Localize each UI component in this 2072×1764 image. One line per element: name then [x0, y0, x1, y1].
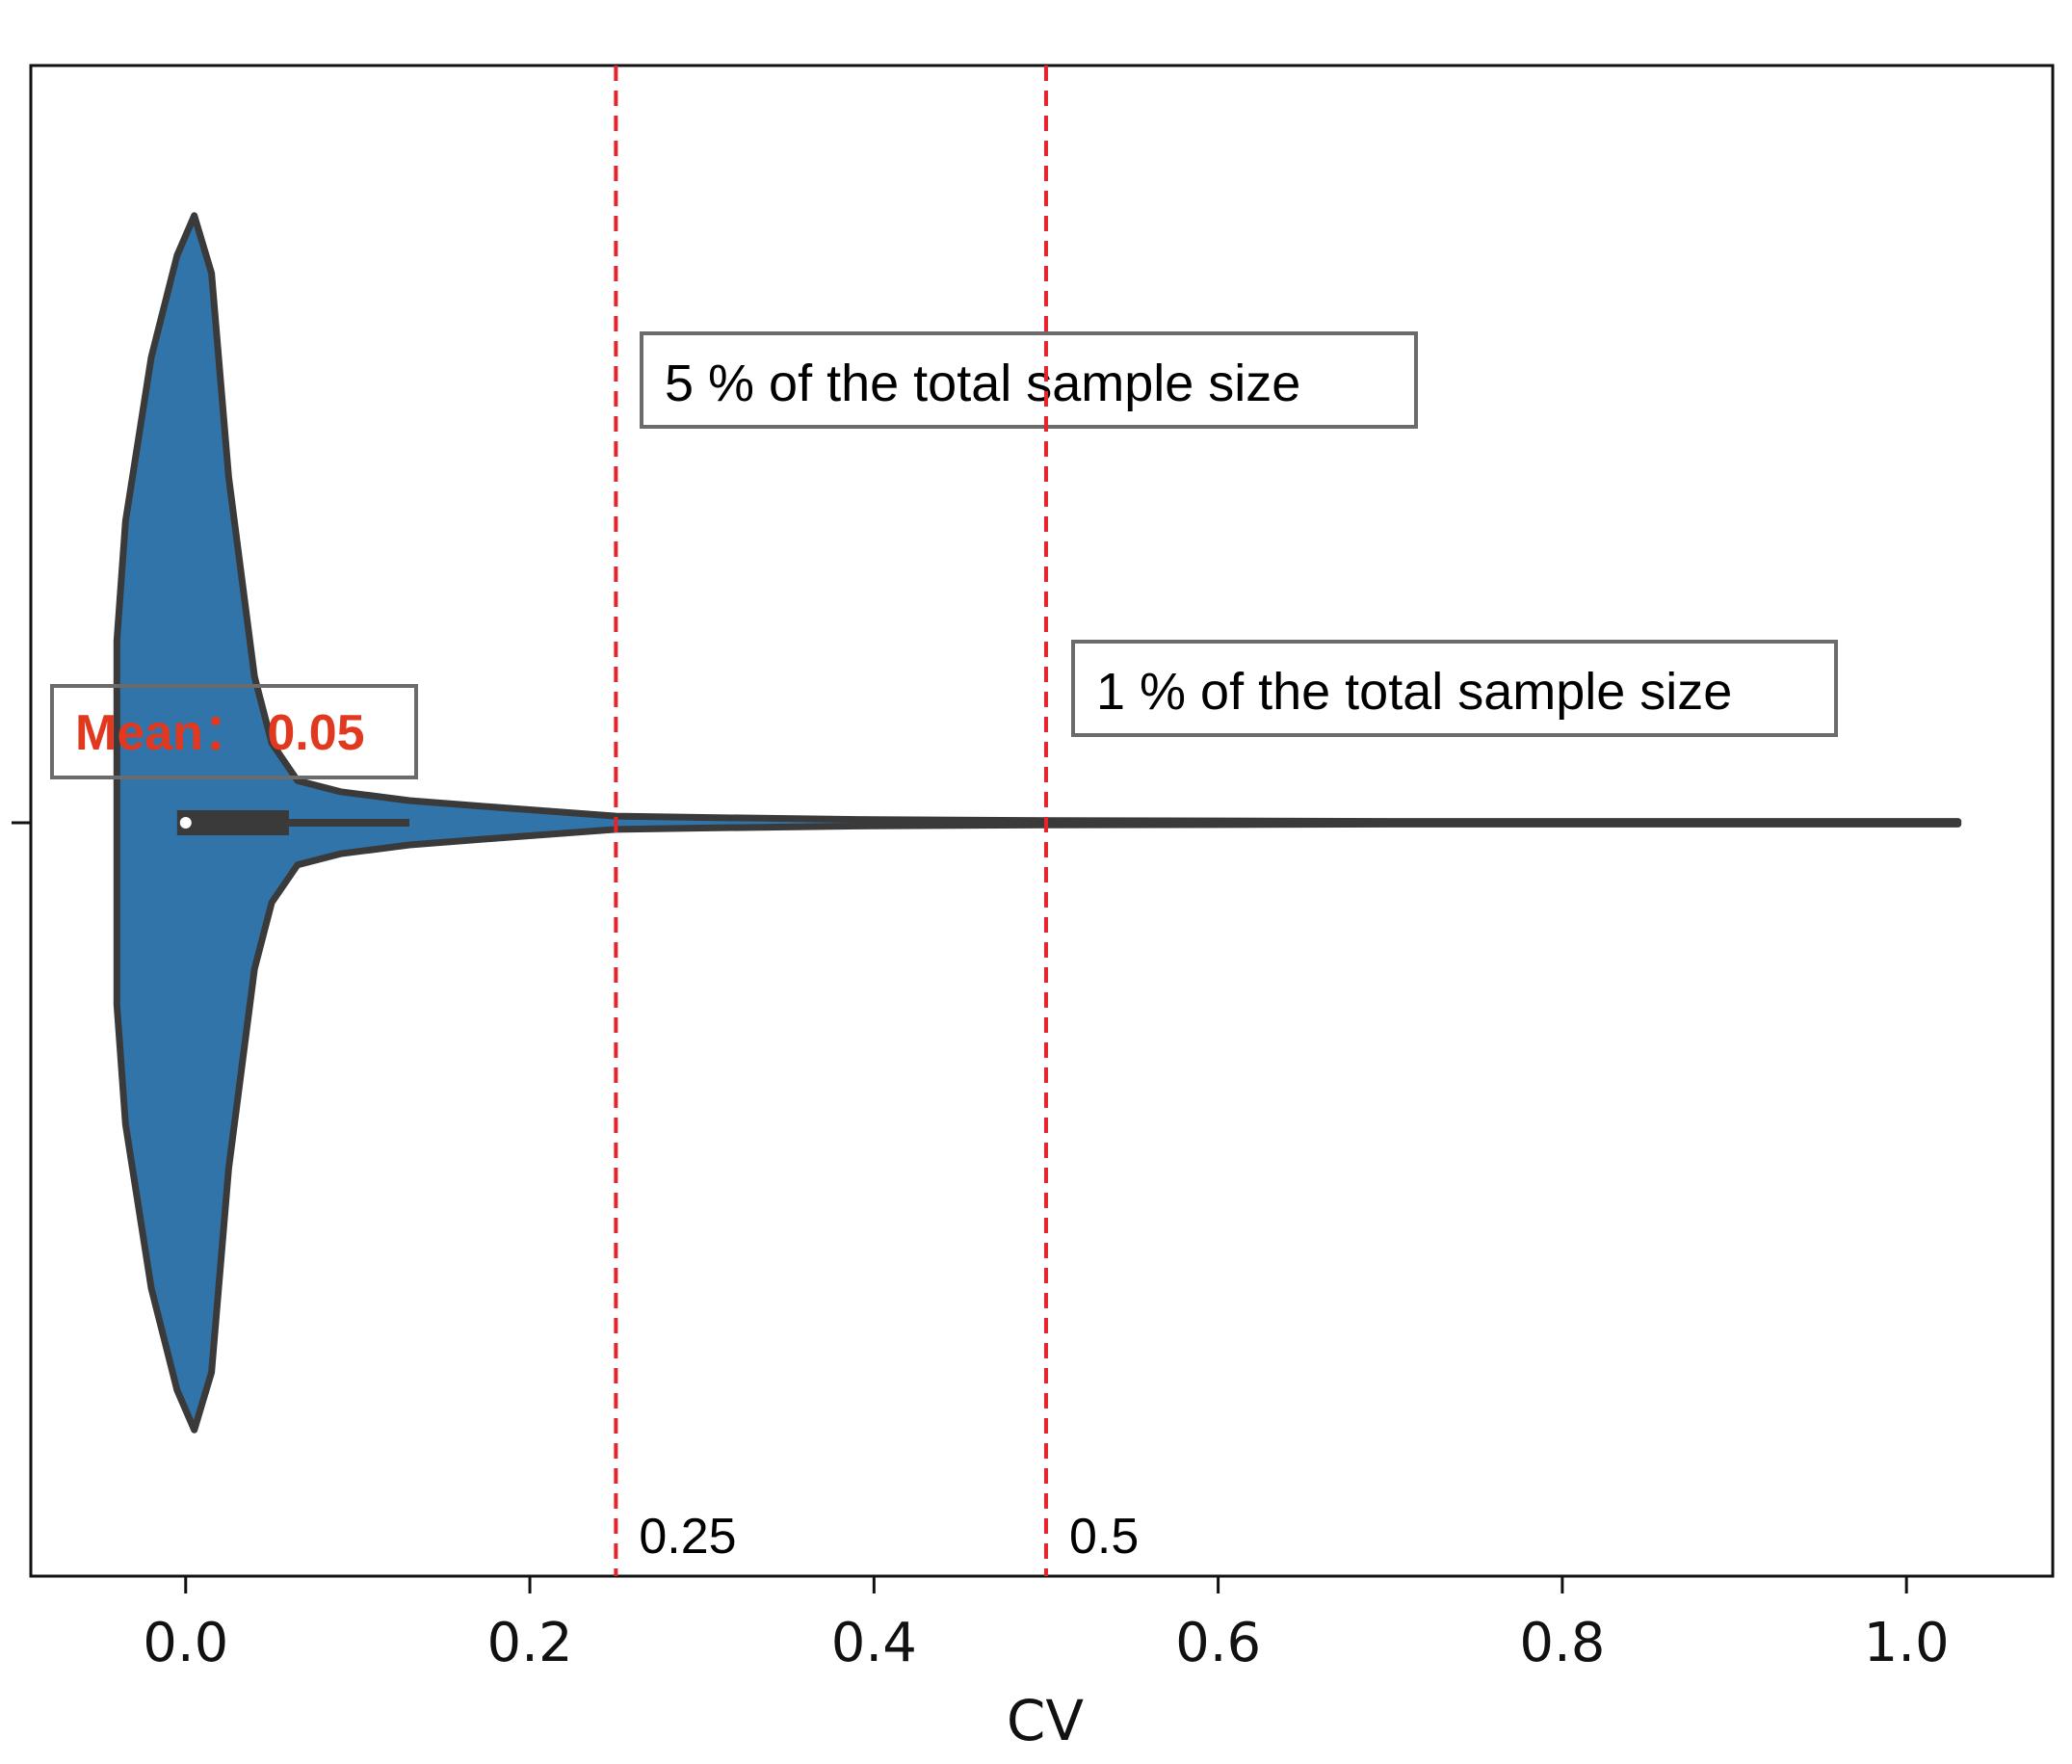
x-tick-label: 0.0: [143, 1612, 228, 1674]
annotation-text: 1 % of the total sample size: [1096, 663, 1732, 721]
x-tick-label: 0.4: [831, 1612, 917, 1674]
x-tick-label: 0.2: [487, 1612, 573, 1674]
violin-body: [113, 212, 1962, 1434]
mean-annotation-text: Mean： 0.05: [75, 705, 365, 761]
x-axis-title: CV: [1007, 1688, 1084, 1753]
plot-frame: [29, 64, 2055, 1578]
annotation-text: 5 % of the total sample size: [665, 355, 1300, 412]
reference-line-label: 0.25: [639, 1509, 736, 1565]
median-marker: [179, 817, 192, 829]
mean-annotation-box: [50, 684, 418, 779]
x-tick-label: 0.6: [1175, 1612, 1261, 1674]
iqr-box: [176, 810, 289, 835]
reference-line-label: 0.5: [1069, 1509, 1139, 1565]
annotation-box: [640, 331, 1418, 429]
x-tick-label: 0.8: [1519, 1612, 1605, 1674]
x-tick-label: 1.0: [1864, 1612, 1950, 1674]
annotation-box: [1071, 640, 1838, 737]
